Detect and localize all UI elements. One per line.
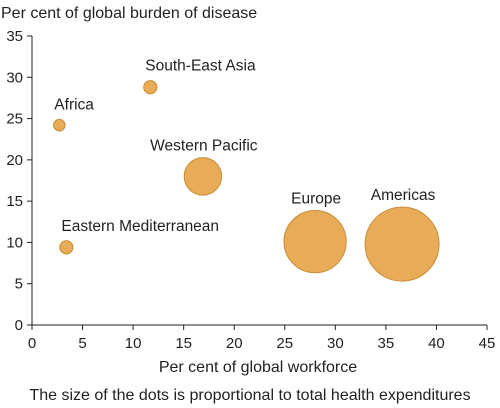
bubbles [53,80,440,282]
bubble-africa [53,118,66,132]
y-tick-label: 30 [6,69,23,86]
x-tick-label: 40 [428,335,445,352]
y-tick-label: 20 [6,152,23,169]
x-tick-label: 0 [28,335,36,352]
x-axis-title: Per cent of global workforce [159,359,357,376]
y-tick-label: 35 [6,28,23,45]
y-tick-label: 10 [6,234,23,251]
y-tick-label: 25 [6,111,23,128]
x-tick-label: 10 [125,335,142,352]
bubble-americas [364,206,440,282]
x-tick-label: 25 [276,335,293,352]
x-tick-label: 45 [479,335,496,352]
bubble-western-pacific [183,157,223,196]
bubble-label-south-east-asia: South-East Asia [145,58,256,75]
y-tick-label: 15 [6,193,23,210]
y-tick-label: 0 [15,317,23,334]
bubble-label-western-pacific: Western Pacific [150,138,258,155]
bubble-eastern-mediterranean [59,240,74,255]
bubble-label-eastern-mediterranean: Eastern Mediterranean [61,218,219,235]
x-tick-label: 30 [327,335,344,352]
x-tick-label: 35 [378,335,395,352]
y-axis: 0 5 10 15 20 25 30 35 [6,28,33,334]
y-tick-label: 5 [15,276,23,293]
y-axis-title: Per cent of global burden of disease [1,5,257,22]
size-note: The size of the dots is proportional to … [29,387,470,404]
x-tick-label: 20 [226,335,243,352]
x-tick-label: 5 [78,335,86,352]
bubble-labels: Africa South-East Asia Eastern Mediterrane… [54,58,435,235]
x-axis: 0 5 10 15 20 25 30 35 40 45 [28,324,496,352]
x-tick-label: 15 [175,335,192,352]
bubble-label-americas: Americas [371,187,436,204]
bubble-label-europe: Europe [291,190,341,207]
bubble-label-africa: Africa [54,96,94,113]
bubble-south-east-asia [143,80,158,95]
bubble-europe [283,209,347,274]
